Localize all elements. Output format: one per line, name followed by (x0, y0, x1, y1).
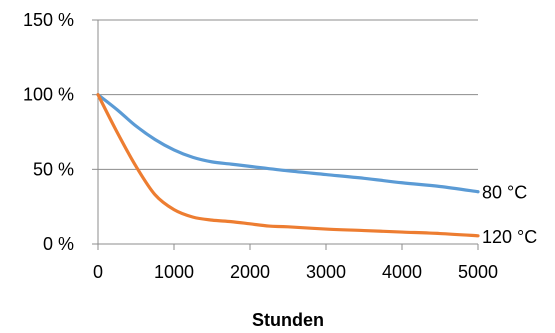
series-labels: 80 °C 120 °C (482, 183, 537, 247)
y-tick-label: 0 % (43, 234, 74, 254)
x-tick-label: 1000 (154, 262, 194, 282)
x-axis-title: Stunden (252, 310, 324, 330)
x-tick-label: 5000 (458, 262, 498, 282)
gridlines (98, 19, 478, 170)
y-tick-label: 50 % (33, 159, 74, 179)
x-tick-label: 2000 (230, 262, 270, 282)
series-label-0: 80 °C (482, 183, 527, 203)
series-line-1 (96, 93, 480, 238)
x-tick-label: 0 (93, 262, 103, 282)
axes (92, 19, 479, 250)
y-tick-label: 100 % (23, 85, 74, 105)
x-tick-label: 4000 (382, 262, 422, 282)
y-tick-label: 150 % (23, 10, 74, 30)
tick-labels: 0 % 50 % 100 % 150 % 0 1000 2000 3000 4000 5000 (23, 10, 498, 282)
x-tick-label: 3000 (306, 262, 346, 282)
series-group (96, 93, 480, 238)
series-line-0 (96, 93, 480, 194)
series-label-1: 120 °C (482, 227, 537, 247)
